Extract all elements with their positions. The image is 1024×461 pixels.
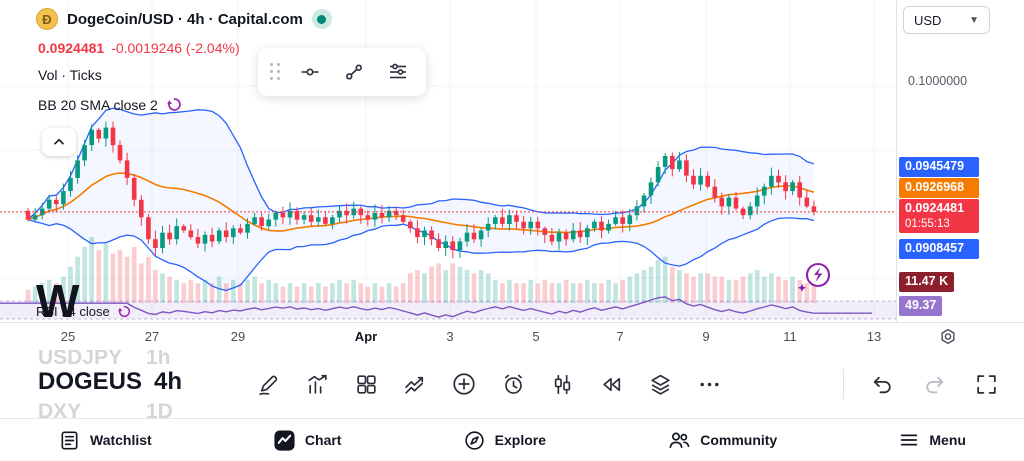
bb-indicator-row[interactable]: BB 20 SMA close 2 [38, 96, 183, 113]
time-axis-tick: 27 [144, 329, 160, 344]
parallel-lines-tool-button[interactable] [383, 56, 414, 88]
nav-menu-label: Menu [929, 432, 966, 448]
time-axis-tick: 29 [230, 329, 246, 344]
nav-watchlist-label: Watchlist [90, 432, 152, 448]
watchlist-row[interactable]: DOGEUS 4h [38, 368, 183, 395]
price-chart-svg[interactable] [0, 0, 896, 322]
indicators-button[interactable] [303, 370, 331, 398]
nav-explore[interactable]: Explore [463, 429, 546, 452]
add-button[interactable] [450, 370, 478, 398]
layouts-button[interactable] [352, 370, 380, 398]
drawing-toolbar[interactable] [258, 48, 426, 96]
redo-button[interactable] [920, 370, 948, 398]
watchlist-icon [61, 431, 78, 449]
price-scale-separator [896, 0, 897, 322]
chart-toolbar [238, 358, 1024, 410]
trend-line-tool-button[interactable] [338, 56, 369, 88]
nav-explore-label: Explore [494, 432, 547, 448]
time-axis-tick: Apr [354, 329, 378, 344]
symbol-header[interactable]: Ð DogeCoin/USD · 4h · Capital.com [36, 8, 332, 30]
drawings-button[interactable] [254, 370, 282, 398]
compass-icon [465, 430, 484, 450]
watchlist-row[interactable]: DXY 1D [38, 400, 173, 418]
nav-community[interactable]: Community [667, 428, 777, 452]
nav-community-label: Community [700, 432, 778, 448]
doge-coin-icon: Ð [36, 8, 58, 30]
chart-canvas[interactable]: W Ð DogeCoin/USD · 4h · Capital.com 0.09… [0, 0, 1024, 327]
last-price: 0.0924481 [38, 40, 105, 56]
time-axis-tick: 3 [446, 329, 454, 344]
menu-icon [901, 434, 918, 446]
drag-handle-icon[interactable] [270, 63, 281, 81]
toolbar-divider [843, 369, 844, 399]
price-change: -0.0019246 (-2.04%) [111, 40, 240, 56]
price-scale-label: 0.0945479 [899, 157, 979, 177]
time-axis-tick: 13 [866, 329, 882, 344]
chart-icon [274, 429, 295, 451]
time-axis-tick: 9 [702, 329, 710, 344]
price-axis-label: 0.1000000 [908, 74, 968, 88]
sync-loop-icon[interactable] [117, 304, 132, 319]
axis-settings-icon[interactable] [938, 327, 958, 347]
quick-trade-flash-icon[interactable] [794, 259, 836, 295]
price-scale-label: 0.0926968 [899, 178, 979, 198]
nav-watchlist[interactable]: Watchlist [58, 429, 152, 452]
undo-button[interactable] [868, 370, 896, 398]
price-scale-label: 0.0908457 [899, 239, 979, 259]
bottom-navigation: Watchlist Chart Explore Community Menu [0, 418, 1024, 461]
more-options-button[interactable] [695, 370, 723, 398]
data-feed-indicator-icon [311, 9, 332, 29]
sync-loop-icon[interactable] [166, 96, 183, 113]
currency-value: USD [914, 12, 942, 28]
price-scale-label: 0.0924481 01:55:13 [899, 199, 979, 233]
time-axis-tick: 7 [616, 329, 624, 344]
watchlist-row[interactable]: USDJPY 1h [38, 350, 171, 369]
alerts-button[interactable] [499, 370, 527, 398]
watchlist-panel: USDJPY 1h DOGEUS 4h DXY 1D [0, 350, 1024, 418]
currency-dropdown[interactable]: USD ▼ [903, 6, 990, 34]
price-scale-label: 11.47 K [899, 272, 955, 292]
compare-button[interactable] [401, 370, 429, 398]
replay-button[interactable] [597, 370, 625, 398]
chevron-down-icon: ▼ [969, 14, 979, 26]
time-axis-tick: 25 [60, 329, 76, 344]
time-axis-tick: 5 [532, 329, 540, 344]
time-axis[interactable]: 25 27 29 Apr 3 5 7 9 11 13 [0, 322, 1024, 350]
object-tree-button[interactable] [646, 370, 674, 398]
nav-menu[interactable]: Menu [898, 429, 966, 451]
price-header: 0.0924481 -0.0019246 (-2.04%) [38, 40, 240, 56]
collapse-panel-button[interactable] [42, 128, 76, 156]
time-axis-tick: 11 [783, 329, 797, 344]
nav-chart-active[interactable]: Chart [273, 429, 342, 452]
fullscreen-button[interactable] [972, 370, 1000, 398]
chart-type-button[interactable] [548, 370, 576, 398]
rsi-indicator-label: RSI 14 close [36, 304, 110, 319]
symbol-title: DogeCoin/USD · 4h · Capital.com [67, 10, 303, 28]
watchlist-watermark-text: W [36, 275, 80, 327]
bb-indicator-label: BB 20 SMA close 2 [38, 96, 158, 113]
community-icon [669, 432, 690, 449]
volume-indicator-label[interactable]: Vol · Ticks [38, 67, 102, 83]
nav-chart-label: Chart [304, 432, 342, 448]
price-scale-label: 49.37 [899, 296, 943, 316]
rsi-indicator-row[interactable]: RSI 14 close [36, 304, 132, 319]
horizontal-line-tool-button[interactable] [294, 56, 325, 88]
